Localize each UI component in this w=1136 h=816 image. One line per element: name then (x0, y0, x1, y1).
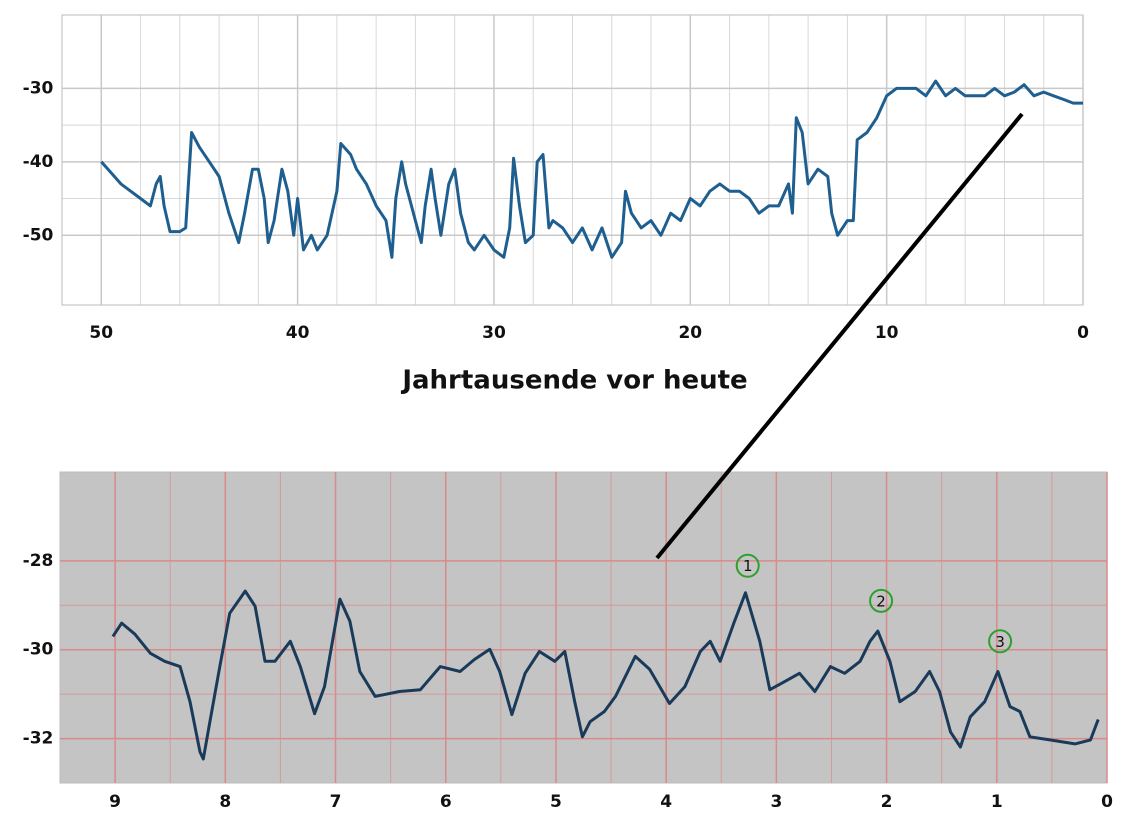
y-tick-label: -32 (23, 729, 54, 749)
x-axis-label: Jahrtausende vor heute (400, 366, 747, 396)
x-tick-label: 50 (89, 323, 113, 343)
y-tick-label: -50 (23, 225, 54, 245)
plot-area (59, 471, 1108, 784)
annotation-circle (735, 553, 760, 578)
x-tick-label: 5 (550, 792, 562, 812)
annotation-circle (988, 629, 1013, 654)
data-line (100, 79, 1083, 259)
x-tick-label: 1 (991, 792, 1003, 812)
x-tick-label: 7 (330, 792, 342, 812)
annotation-label: 2 (876, 592, 886, 610)
x-tick-label: 10 (875, 323, 899, 343)
annotation-circle (869, 588, 894, 613)
data-line (111, 589, 1100, 761)
x-tick-label: 6 (440, 792, 452, 812)
x-tick-label: 8 (219, 792, 231, 812)
annotation-label: 3 (995, 633, 1005, 651)
x-tick-label: 3 (770, 792, 782, 812)
x-tick-label: 2 (881, 792, 893, 812)
x-tick-label: 9 (109, 792, 121, 812)
x-tick-label: 4 (660, 792, 672, 812)
x-tick-label: 0 (1101, 792, 1113, 812)
x-tick-label: 20 (678, 323, 702, 343)
y-tick-label: -40 (23, 152, 54, 172)
annotation-label: 1 (743, 557, 753, 575)
y-tick-label: -30 (23, 640, 54, 660)
zoom-connector (655, 112, 1024, 560)
y-tick-label: -30 (23, 78, 54, 98)
x-tick-label: 0 (1077, 323, 1089, 343)
x-tick-label: 40 (286, 323, 310, 343)
x-tick-label: 30 (482, 323, 506, 343)
y-tick-label: -28 (23, 551, 54, 571)
